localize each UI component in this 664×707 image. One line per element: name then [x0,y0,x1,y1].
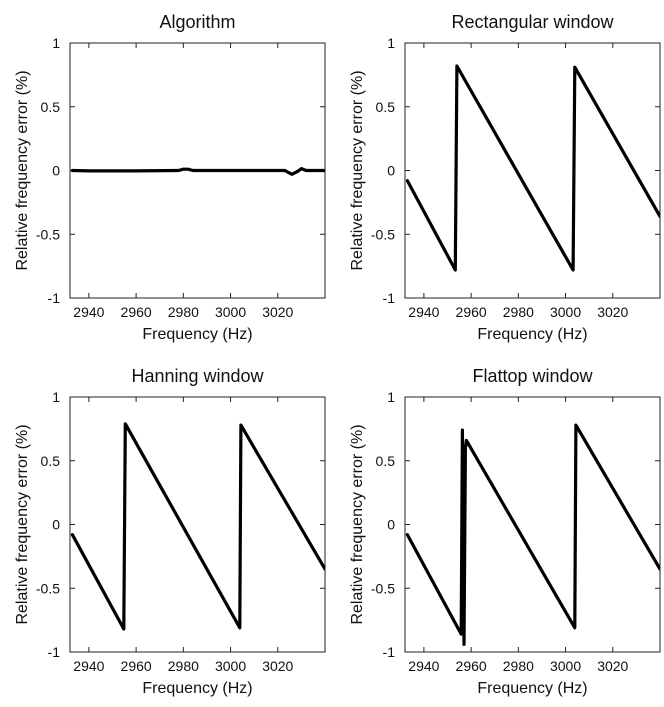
x-tick-label: 2940 [408,304,439,320]
y-tick-label: -1 [48,644,61,660]
y-tick-label: 0.5 [41,453,61,469]
series-line [70,422,325,631]
x-tick-label: 3000 [215,658,246,674]
y-tick-label: 1 [387,389,395,405]
chart-panel-4: Flattop window 2940 2960 2980 3000 3020 -1 -0.5… [349,366,661,697]
plot-frame [404,42,661,299]
y-tick-label: 0.5 [376,99,396,115]
x-tick-label: 2940 [408,658,439,674]
x-tick-label: 2980 [168,658,199,674]
y-tick-label: 0 [52,163,60,179]
chart-title: Flattop window [472,366,593,386]
plot-frame [69,396,326,653]
y-tick-label: 0 [52,517,60,533]
x-tick-label: 3020 [262,658,293,674]
y-tick-label: -1 [48,290,61,306]
chart-panel-1: Algorithm 2940 2960 2980 3000 3020 -1 -0.5 0 0.5 1… [14,12,326,343]
y-axis-label: Relative frequency error (%) [349,424,366,624]
y-tick-label: 1 [52,389,60,405]
chart-title: Algorithm [159,12,235,32]
y-tick-label: 0 [387,163,395,179]
x-tick-label: 2960 [456,658,487,674]
chart-panel-3: Hanning window 2940 2960 2980 3000 3020 -1 -0.5… [14,366,326,697]
x-tick-label: 2980 [503,304,534,320]
x-tick-label: 3000 [215,304,246,320]
x-tick-label: 2940 [73,658,104,674]
series-line [70,167,325,176]
y-tick-label: 0.5 [41,99,61,115]
y-tick-label: -1 [383,290,396,306]
y-tick-label: 1 [52,35,60,51]
chart-panel-2: Rectangular window 2940 2960 2980 3000 3020 -1… [349,12,661,343]
chart-title: Rectangular window [451,12,614,32]
series-line [405,64,660,272]
y-axis-label: Relative frequency error (%) [14,424,31,624]
y-tick-label: -0.5 [371,580,395,596]
x-axis-label: Frequency (Hz) [142,680,252,697]
x-tick-label: 2980 [503,658,534,674]
y-tick-label: 0.5 [376,453,396,469]
plot-frame [404,396,661,653]
x-tick-label: 2980 [168,304,199,320]
x-axis-label: Frequency (Hz) [142,326,252,343]
y-tick-label: 0 [387,517,395,533]
y-tick-label: -0.5 [36,580,60,596]
x-tick-label: 2960 [121,304,152,320]
y-axis-label: Relative frequency error (%) [349,70,366,270]
y-tick-label: -0.5 [36,226,60,242]
chart-title: Hanning window [131,366,264,386]
x-tick-label: 2940 [73,304,104,320]
x-axis-label: Frequency (Hz) [477,680,587,697]
y-tick-label: -0.5 [371,226,395,242]
y-axis-label: Relative frequency error (%) [14,70,31,270]
x-tick-label: 3020 [262,304,293,320]
x-tick-label: 3000 [550,304,581,320]
series-line [405,423,660,647]
x-tick-label: 3020 [597,304,628,320]
x-tick-label: 3000 [550,658,581,674]
x-tick-label: 2960 [456,304,487,320]
x-tick-label: 2960 [121,658,152,674]
x-tick-label: 3020 [597,658,628,674]
x-axis-label: Frequency (Hz) [477,326,587,343]
y-tick-label: -1 [383,644,396,660]
y-tick-label: 1 [387,35,395,51]
